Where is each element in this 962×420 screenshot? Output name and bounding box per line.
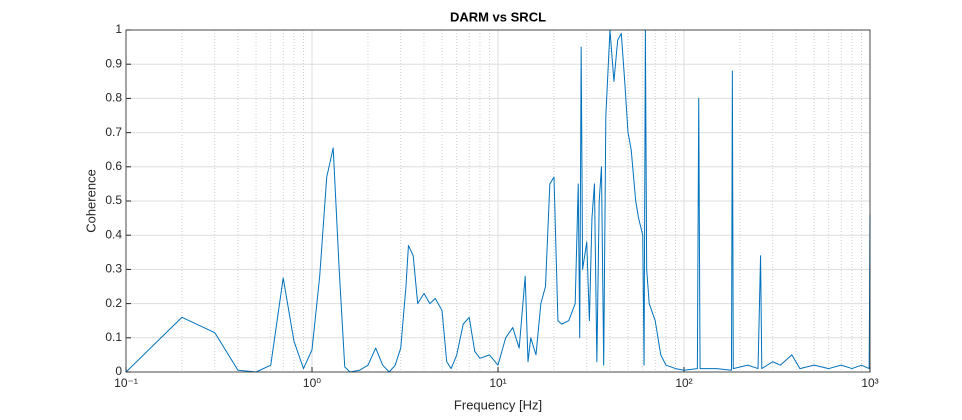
x-tick-label: 10⁻¹: [114, 376, 138, 390]
y-tick-label: 0.6: [105, 159, 122, 173]
y-tick-label: 0.9: [105, 56, 122, 70]
y-tick-label: 0.5: [105, 193, 122, 207]
y-tick-label: 0.8: [105, 91, 122, 105]
y-tick-label: 0.1: [105, 330, 122, 344]
data-line: [125, 29, 871, 373]
y-tick-label: 0.2: [105, 296, 122, 310]
x-tick-label: 10⁰: [303, 376, 321, 390]
chart-title: DARM vs SRCL: [450, 9, 546, 24]
y-tick-label: 0.4: [105, 227, 122, 241]
x-tick-label: 10¹: [489, 376, 506, 390]
x-tick-label: 10³: [861, 376, 878, 390]
y-tick-label: 1: [115, 22, 122, 36]
x-tick-label: 10²: [675, 376, 692, 390]
y-tick-label: 0: [115, 364, 122, 378]
x-axis-label: Frequency [Hz]: [454, 397, 542, 412]
y-axis-label: Coherence: [83, 169, 98, 233]
y-tick-label: 0.7: [105, 125, 122, 139]
plot-frame: [125, 29, 871, 373]
y-tick-label: 0.3: [105, 262, 122, 276]
